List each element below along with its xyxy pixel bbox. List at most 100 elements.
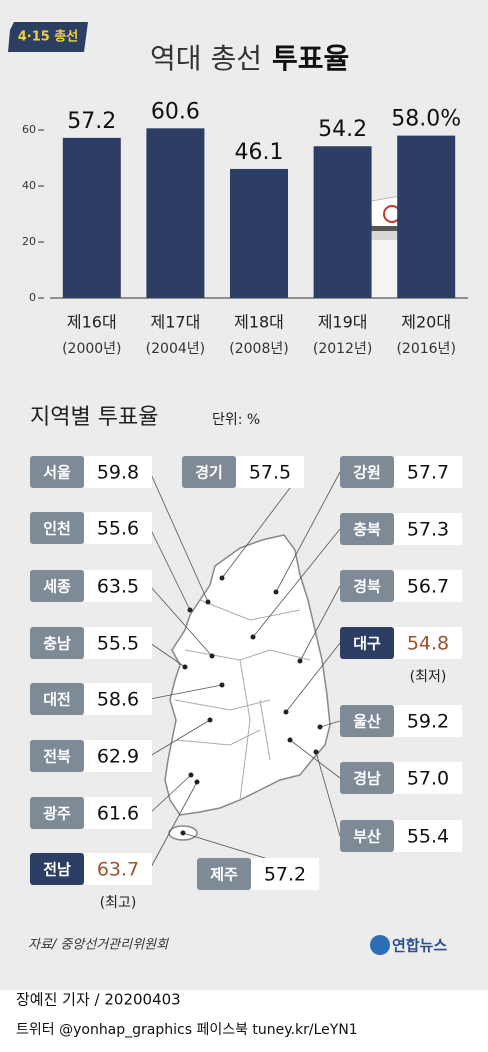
title: 역대 총선 <box>150 42 262 75</box>
leader-line <box>275 471 341 593</box>
region-name: 전북 <box>43 748 71 766</box>
region-value: 57.3 <box>407 519 449 541</box>
region-value-bg <box>84 627 152 659</box>
x-tick-label: 제18대 <box>234 313 284 332</box>
region-name: 부산 <box>353 828 381 846</box>
region-label-bg <box>30 456 84 488</box>
region-dot <box>194 779 200 785</box>
title-emphasis: 투표율 <box>272 42 349 75</box>
region-value-bg <box>84 740 152 772</box>
region-value-bg <box>236 456 304 488</box>
region-value-bg <box>394 456 462 488</box>
leader-line <box>149 527 191 611</box>
x-tick-sublabel: (2004년) <box>146 341 205 357</box>
region-value-bg <box>394 627 462 659</box>
leader-line <box>221 471 303 579</box>
region-value-bg <box>394 705 462 737</box>
region-value-bg <box>84 797 152 829</box>
region-label-bg <box>30 683 84 715</box>
region-value: 61.6 <box>97 803 139 825</box>
region-dot <box>188 772 194 778</box>
region-label-bg <box>197 858 251 890</box>
x-tick-sublabel: (2008년) <box>229 341 288 357</box>
leader-line <box>252 528 341 638</box>
region-name: 서울 <box>43 464 71 482</box>
region-value-bg <box>394 570 462 602</box>
region-label-bg <box>182 456 236 488</box>
leader-line <box>315 751 341 837</box>
x-tick-sublabel: (2012년) <box>313 341 372 357</box>
region-value: 57.0 <box>407 768 449 790</box>
bar <box>146 128 205 298</box>
region-name: 강원 <box>353 464 381 482</box>
source: 자료/ 중앙선거관리위원회 <box>28 938 169 953</box>
region-value: 63.7 <box>97 859 139 881</box>
region-dot <box>219 682 225 688</box>
region-name: 인천 <box>43 520 71 538</box>
leader-line <box>149 774 192 814</box>
region-value-bg <box>394 820 462 852</box>
region-name: 대구 <box>353 635 381 653</box>
region-name: 경기 <box>195 464 223 482</box>
bar <box>230 168 288 298</box>
region-name: 경남 <box>353 770 381 788</box>
y-tick-label: 20 <box>22 235 36 248</box>
region-label-bg <box>30 740 84 772</box>
region-value-bg <box>84 512 152 544</box>
value-label: 46.1 <box>235 140 284 165</box>
region-dot <box>297 658 303 664</box>
region-label-bg <box>340 820 394 852</box>
value-label: 58.0% <box>391 107 461 132</box>
region-note: (최고) <box>100 895 137 911</box>
region-value: 55.6 <box>97 518 139 540</box>
logo: 연합뉴스 <box>392 937 447 955</box>
badge-bg <box>8 22 88 52</box>
leader-line <box>285 642 341 713</box>
bar <box>397 135 456 298</box>
region-name: 충북 <box>353 521 381 539</box>
region-value-bg <box>251 858 319 890</box>
region-label-bg <box>30 627 84 659</box>
region-label-bg <box>340 762 394 794</box>
region-value-bg <box>84 456 152 488</box>
region-value-bg <box>84 570 152 602</box>
region-label-bg <box>340 627 394 659</box>
region-value: 57.5 <box>249 462 291 484</box>
value-label: 57.2 <box>67 109 116 134</box>
regional-title: 지역별 투표율 <box>30 405 158 430</box>
leader-line <box>149 781 198 870</box>
region-dot <box>287 737 293 743</box>
region-value: 57.2 <box>264 864 306 886</box>
region-value-bg <box>84 683 152 715</box>
region-label-bg <box>340 513 394 545</box>
byline: 장예진 기자 / 20200403 <box>16 991 181 1009</box>
leader-line <box>149 642 186 668</box>
x-tick-sublabel: (2000년) <box>62 341 121 357</box>
value-label: 54.2 <box>318 117 367 142</box>
region-label-bg <box>340 456 394 488</box>
region-dot <box>273 589 279 595</box>
region-name: 충남 <box>43 635 71 653</box>
region-value: 56.7 <box>407 576 449 598</box>
leader-line <box>319 720 341 728</box>
y-tick-label: 40 <box>22 179 36 192</box>
leader-line <box>149 585 213 657</box>
region-dot <box>313 749 319 755</box>
leader-line <box>149 719 211 757</box>
x-tick-label: 제16대 <box>67 313 117 332</box>
region-label-bg <box>340 570 394 602</box>
leader-line <box>149 471 209 603</box>
region-value: 58.6 <box>97 689 139 711</box>
value-label: 60.6 <box>151 99 200 124</box>
region-dot <box>205 599 211 605</box>
region-dot <box>187 607 193 613</box>
region-name: 울산 <box>353 713 381 731</box>
region-label-bg <box>30 512 84 544</box>
y-tick-label: 0 <box>29 291 36 304</box>
region-name: 대전 <box>43 691 71 709</box>
region-value-bg <box>394 762 462 794</box>
region-value: 57.7 <box>407 462 449 484</box>
bar <box>62 137 121 298</box>
region-value: 54.8 <box>407 633 449 655</box>
